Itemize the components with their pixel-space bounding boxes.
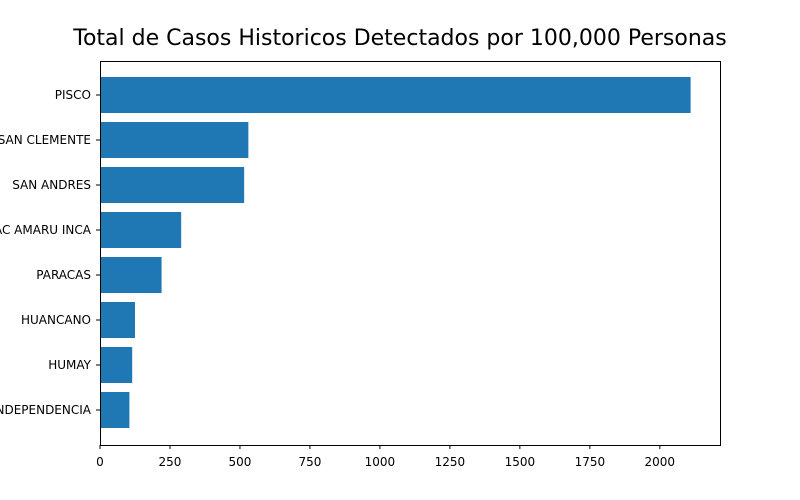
x-tick-label: 250 (159, 455, 182, 469)
y-tick-label: PARACAS (36, 268, 91, 282)
plot-frame (100, 61, 721, 446)
y-tick-label: TUPAC AMARU INCA (0, 223, 92, 237)
x-tick-label: 1500 (505, 455, 536, 469)
y-tick-label: PISCO (55, 88, 91, 102)
x-tick-label: 2000 (645, 455, 676, 469)
bars-layer (100, 77, 691, 428)
y-tick-label: INDEPENDENCIA (0, 403, 92, 417)
y-tick-label: HUANCANO (21, 313, 91, 327)
x-tick-label: 500 (229, 455, 252, 469)
bar-huancano (100, 302, 135, 338)
axes-layer (100, 61, 721, 446)
bar-tupac-amaru-inca (100, 212, 182, 248)
chart-title: Total de Casos Historicos Detectados por… (73, 26, 727, 51)
y-tick-label: HUMAY (48, 358, 91, 372)
bar-independencia (100, 392, 130, 428)
bar-pisco (100, 77, 691, 113)
bar-san-andres (100, 167, 245, 203)
y-tick-label: SAN CLEMENTE (0, 133, 91, 147)
ticks-layer: PISCO SAN CLEMENTE SAN ANDRES TUPAC AMARU I… (0, 88, 675, 469)
bar-paracas (100, 257, 162, 293)
x-tick-label: 750 (298, 455, 321, 469)
x-tick-label: 1750 (575, 455, 606, 469)
x-tick-label: 1000 (365, 455, 396, 469)
x-tick-label: 0 (96, 455, 104, 469)
bar-san-clemente (100, 122, 249, 158)
x-tick-label: 1250 (435, 455, 466, 469)
bar-humay (100, 347, 133, 383)
y-tick-label: SAN ANDRES (12, 178, 91, 192)
